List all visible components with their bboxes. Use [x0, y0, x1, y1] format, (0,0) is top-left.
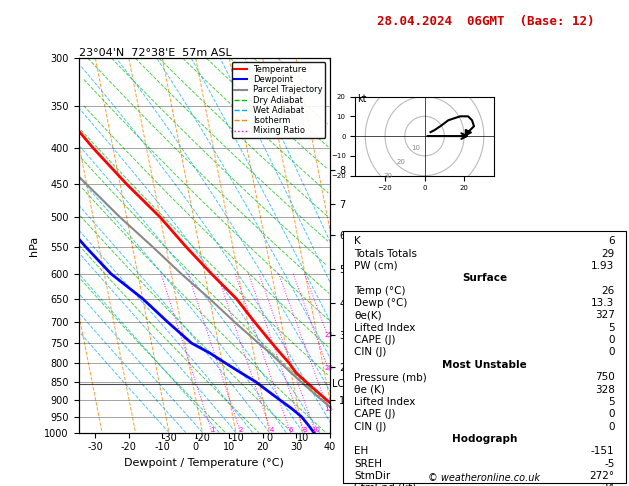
Text: 328: 328: [594, 384, 615, 395]
Text: CAPE (J): CAPE (J): [354, 409, 396, 419]
Y-axis label: hPa: hPa: [29, 235, 39, 256]
Text: Totals Totals: Totals Totals: [354, 248, 417, 259]
Text: CAPE (J): CAPE (J): [354, 335, 396, 345]
Text: Lifted Index: Lifted Index: [354, 323, 416, 333]
Text: 10: 10: [311, 427, 320, 433]
Legend: Temperature, Dewpoint, Parcel Trajectory, Dry Adiabat, Wet Adiabat, Isotherm, Mi: Temperature, Dewpoint, Parcel Trajectory…: [231, 63, 325, 138]
Text: 25: 25: [325, 332, 333, 338]
Text: © weatheronline.co.uk: © weatheronline.co.uk: [428, 473, 540, 484]
Text: 20: 20: [397, 159, 406, 165]
Text: Surface: Surface: [462, 273, 507, 283]
X-axis label: Dewpoint / Temperature (°C): Dewpoint / Temperature (°C): [124, 458, 284, 468]
Text: 6: 6: [608, 236, 615, 246]
Text: 24: 24: [601, 484, 615, 486]
Text: 10: 10: [411, 145, 420, 151]
Text: Temp (°C): Temp (°C): [354, 286, 406, 295]
Text: CIN (J): CIN (J): [354, 347, 386, 357]
Text: Most Unstable: Most Unstable: [442, 360, 526, 370]
Text: StmDir: StmDir: [354, 471, 391, 481]
Text: -5: -5: [604, 459, 615, 469]
Text: θe(K): θe(K): [354, 311, 382, 320]
Text: 5: 5: [608, 323, 615, 333]
Text: -30: -30: [161, 433, 177, 443]
Text: 1.93: 1.93: [591, 261, 615, 271]
Text: Pressure (mb): Pressure (mb): [354, 372, 427, 382]
Text: 0: 0: [608, 422, 615, 432]
Text: 15: 15: [325, 405, 333, 412]
Text: Dewp (°C): Dewp (°C): [354, 298, 408, 308]
FancyBboxPatch shape: [343, 231, 626, 484]
Text: 0: 0: [608, 409, 615, 419]
Text: θe (K): θe (K): [354, 384, 385, 395]
Text: -20: -20: [194, 433, 210, 443]
Text: 2: 2: [238, 427, 243, 433]
Text: 4: 4: [269, 427, 274, 433]
Text: -151: -151: [591, 446, 615, 456]
Text: 29: 29: [601, 248, 615, 259]
Text: PW (cm): PW (cm): [354, 261, 398, 271]
Text: SREH: SREH: [354, 459, 382, 469]
Text: 30: 30: [383, 173, 392, 178]
Text: 23°04'N  72°38'E  57m ASL: 23°04'N 72°38'E 57m ASL: [79, 48, 231, 57]
Text: 0: 0: [608, 335, 615, 345]
Text: 0: 0: [266, 433, 272, 443]
Text: 750: 750: [595, 372, 615, 382]
Text: CIN (J): CIN (J): [354, 422, 386, 432]
Text: 5: 5: [608, 397, 615, 407]
Text: 6: 6: [288, 427, 292, 433]
Text: LCL: LCL: [332, 379, 350, 389]
Text: Hodograph: Hodograph: [452, 434, 517, 444]
Text: kt: kt: [357, 94, 367, 104]
Text: 8: 8: [303, 427, 307, 433]
Text: 0: 0: [608, 347, 615, 357]
Text: EH: EH: [354, 446, 369, 456]
Text: 1: 1: [210, 427, 214, 433]
Text: 28.04.2024  06GMT  (Base: 12): 28.04.2024 06GMT (Base: 12): [377, 15, 595, 28]
Text: K: K: [354, 236, 361, 246]
Text: Lifted Index: Lifted Index: [354, 397, 416, 407]
Text: 26: 26: [601, 286, 615, 295]
Y-axis label: km
ASL: km ASL: [351, 236, 373, 255]
Text: 327: 327: [594, 311, 615, 320]
Text: 20: 20: [325, 365, 333, 371]
Text: 13.3: 13.3: [591, 298, 615, 308]
Text: StmSpd (kt): StmSpd (kt): [354, 484, 416, 486]
Text: -10: -10: [228, 433, 244, 443]
Text: 272°: 272°: [589, 471, 615, 481]
Text: 10: 10: [297, 433, 309, 443]
